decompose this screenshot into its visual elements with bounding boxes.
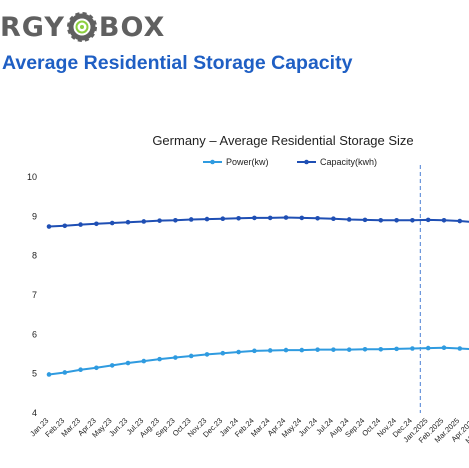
data-point (78, 367, 83, 373)
data-point (62, 223, 68, 229)
data-point (173, 217, 178, 223)
series-power (46, 345, 469, 377)
data-point (331, 216, 336, 221)
data-point (173, 355, 178, 360)
data-point (157, 356, 162, 362)
legend-power-marker (210, 159, 215, 165)
data-point (362, 346, 368, 352)
data-point (425, 217, 431, 223)
data-point (425, 345, 431, 351)
data-point (46, 372, 52, 377)
series-capacity (46, 215, 469, 229)
data-point (94, 365, 99, 371)
data-point (362, 217, 368, 223)
data-point (125, 360, 131, 366)
data-point (410, 217, 415, 223)
data-point (46, 224, 52, 229)
data-point (315, 347, 320, 352)
legend-capacity-marker (304, 159, 309, 165)
data-point (125, 219, 131, 225)
data-point (299, 215, 305, 221)
data-point (236, 216, 241, 221)
data-point (346, 347, 352, 352)
data-point (141, 219, 147, 224)
data-point (283, 347, 289, 353)
data-point (315, 216, 320, 221)
data-point (267, 215, 273, 221)
data-point (299, 347, 305, 353)
data-point (410, 346, 415, 351)
data-point (457, 218, 463, 224)
data-point (220, 216, 226, 221)
data-point (252, 215, 257, 221)
data-point (457, 346, 463, 351)
y-tick-label: 6 (32, 329, 37, 339)
y-tick-label: 10 (27, 172, 37, 182)
data-point (378, 217, 384, 223)
series-line (48, 346, 469, 376)
series-layer (46, 215, 469, 377)
legend-power-label: Power(kw) (226, 157, 269, 167)
page-title: Average Residential Storage Capacity (2, 52, 353, 74)
data-point (394, 217, 399, 223)
data-point (157, 218, 162, 223)
legend-capacity-label: Capacity(kwh) (320, 157, 377, 167)
logo-text-right: BOX (98, 11, 166, 43)
chart-legend: Power(kw) Capacity(kwh) (203, 157, 377, 167)
data-point (204, 352, 210, 357)
data-point (378, 346, 384, 352)
data-point (94, 221, 99, 227)
data-point (346, 217, 352, 222)
y-axis: 4 5 6 7 8 9 10 (27, 172, 37, 418)
data-point (441, 217, 447, 223)
y-tick-label: 4 (32, 408, 37, 418)
data-point (236, 349, 241, 355)
logo-text-left: RGY (0, 11, 65, 43)
gear-icon (66, 12, 97, 42)
x-axis: Jan.23Feb.23Mar.23Apr.23May.23Jun.23Jul.… (28, 416, 469, 445)
data-point (394, 346, 399, 352)
data-point (204, 216, 210, 222)
data-point (267, 348, 273, 353)
y-tick-label: 5 (32, 369, 37, 379)
y-tick-label: 9 (32, 211, 37, 221)
data-point (188, 353, 194, 359)
y-tick-label: 8 (32, 251, 37, 261)
data-point (141, 358, 147, 364)
data-point (252, 348, 257, 354)
data-point (188, 217, 194, 222)
data-point (331, 347, 336, 352)
data-point (78, 222, 83, 227)
data-point (109, 220, 115, 226)
data-point (62, 370, 68, 375)
data-point (283, 215, 289, 220)
data-point (441, 345, 447, 351)
data-point (109, 363, 115, 368)
y-tick-label: 7 (32, 290, 37, 300)
data-point (220, 350, 226, 356)
chart-title: Germany – Average Residential Storage Si… (152, 133, 413, 148)
brand-logo: RGY BOX (0, 10, 165, 44)
